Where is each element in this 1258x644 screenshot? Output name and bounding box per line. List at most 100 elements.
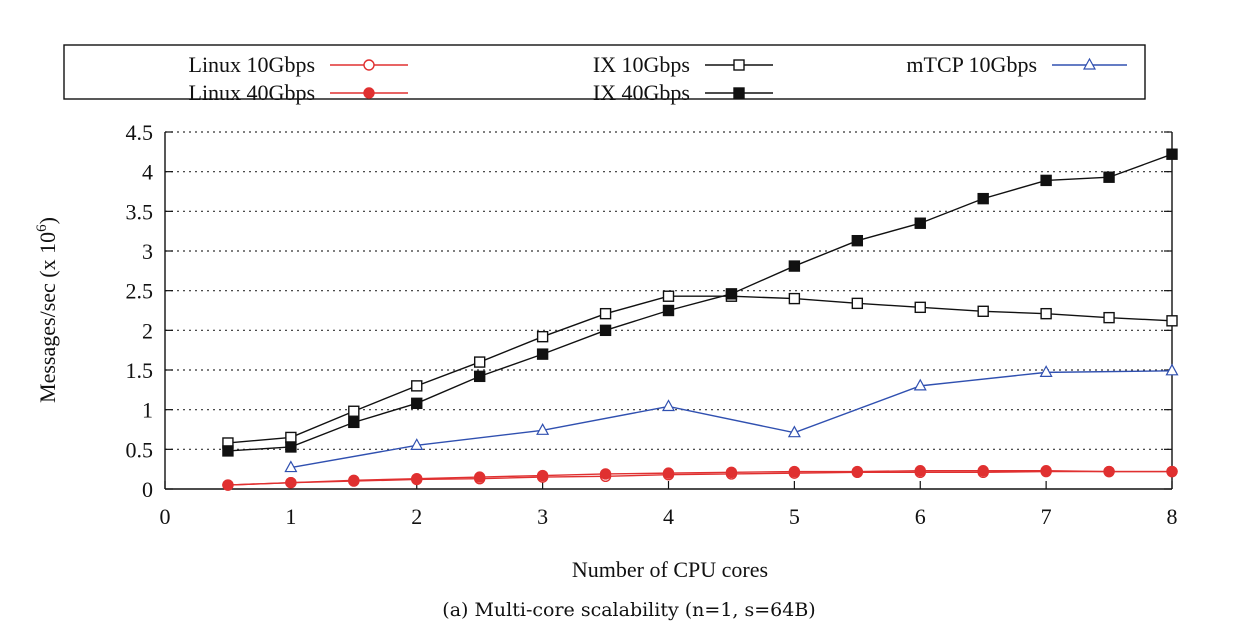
legend-box [63, 44, 1146, 100]
x-tick-label: 6 [915, 504, 926, 529]
legend: Linux 10Gbps Linux 40Gbps IX 10Gbps IX 40Gb… [63, 44, 1146, 105]
series-line [227, 470, 1172, 486]
x-tick-label: 1 [285, 504, 296, 529]
data-point [222, 479, 234, 491]
data-point [725, 288, 738, 300]
legend-label: IX 40Gbps [593, 80, 690, 105]
data-point [1040, 174, 1052, 187]
y-tick-label: 4.5 [126, 120, 154, 145]
series-line [227, 153, 1173, 452]
y-tick-label: 3 [142, 239, 153, 264]
series-linux-40gbps [222, 465, 1178, 491]
series-line [290, 370, 1173, 469]
data-point [599, 307, 612, 320]
data-point [977, 465, 989, 477]
x-tick-label: 8 [1167, 504, 1178, 529]
legend-marker [363, 87, 375, 99]
data-point [788, 260, 801, 272]
y-axis-title-main: Messages/sec (x 10 [35, 232, 60, 403]
series-line [227, 295, 1173, 444]
y-tick-label: 0 [142, 477, 153, 502]
data-point [661, 399, 676, 412]
data-point [473, 356, 486, 368]
y-tick-label: 3.5 [126, 199, 154, 224]
data-point [1166, 315, 1178, 327]
y-tick-label: 2.5 [126, 279, 154, 304]
x-tick-label: 7 [1041, 504, 1052, 529]
series-line [227, 470, 1172, 486]
series-layer [222, 148, 1179, 491]
data-point [1039, 365, 1053, 377]
y-tick-label: 0.5 [126, 437, 154, 462]
data-point [662, 467, 675, 479]
y-tick-label: 1 [142, 398, 153, 423]
data-point [285, 431, 297, 444]
y-tick-label: 2 [142, 318, 153, 343]
y-axis-title-superscript: 6 [34, 224, 50, 232]
legend-label: IX 10Gbps [593, 52, 690, 77]
y-tick-label: 1.5 [126, 358, 154, 383]
data-point [1166, 465, 1178, 478]
x-tick-label: 5 [789, 504, 800, 529]
data-point [1040, 465, 1052, 477]
series-ix-40gbps [222, 148, 1178, 457]
figure-caption: (a) Multi-core scalability (n=1, s=64B) [442, 599, 815, 621]
legend-marker [733, 87, 745, 99]
data-point [536, 330, 549, 343]
data-point [914, 465, 926, 477]
legend-label: Linux 40Gbps [189, 80, 316, 105]
data-point [788, 292, 801, 305]
legend-label: mTCP 10Gbps [906, 52, 1037, 77]
legend-item: mTCP 10Gbps [906, 52, 1127, 77]
data-point [851, 297, 864, 310]
data-point [536, 469, 549, 482]
axes: 0 0.5 1 1.5 2 2.5 3 3.5 4 4.5 0 1 2 3 4 5 6 7 8 [126, 120, 1178, 529]
x-axis-title: Number of CPU cores [572, 557, 768, 582]
data-point [977, 305, 989, 317]
x-tick-label: 0 [160, 504, 171, 529]
legend-label: Linux 10Gbps [189, 52, 316, 77]
data-point [662, 290, 675, 302]
data-point [410, 438, 424, 450]
data-point [536, 348, 549, 360]
legend-marker [363, 59, 375, 71]
data-point [1103, 311, 1115, 324]
data-point [913, 378, 927, 391]
data-point [411, 472, 423, 485]
data-point [788, 465, 801, 478]
data-point [473, 370, 486, 383]
legend-item: IX 40Gbps [593, 80, 773, 105]
legend-item: Linux 40Gbps [189, 80, 408, 105]
data-point [411, 397, 423, 410]
data-point [1103, 465, 1115, 478]
data-point [348, 405, 360, 417]
y-tick-label: 4 [142, 160, 153, 185]
data-point [222, 445, 234, 457]
data-point [914, 217, 926, 229]
data-point [914, 301, 926, 314]
data-point [725, 466, 738, 479]
y-axis-title: Messages/sec (x 106) [34, 217, 60, 403]
data-point [662, 304, 675, 317]
x-tick-label: 3 [537, 504, 548, 529]
data-point [851, 465, 864, 478]
data-point [348, 474, 360, 486]
data-point [348, 416, 360, 429]
x-tick-label: 2 [411, 504, 422, 529]
series-mtcp-10gbps [284, 363, 1179, 473]
data-point [284, 460, 298, 473]
data-point [536, 423, 550, 435]
data-point [411, 380, 423, 392]
data-point [1103, 171, 1115, 183]
data-point [1040, 307, 1052, 320]
legend-marker [733, 59, 745, 71]
data-point [977, 192, 989, 205]
data-point [599, 468, 612, 480]
data-point [599, 324, 612, 337]
data-point [1166, 148, 1178, 160]
data-point [787, 425, 801, 438]
data-point [851, 234, 864, 247]
data-point [285, 441, 297, 453]
legend-item: Linux 10Gbps [189, 52, 408, 77]
